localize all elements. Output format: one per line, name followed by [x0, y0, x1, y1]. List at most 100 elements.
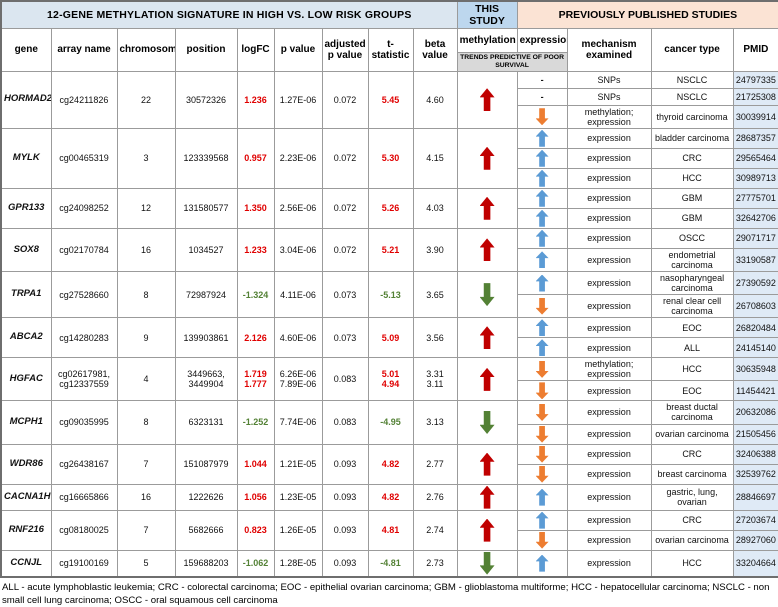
table-row: expression EOC 11454421	[1, 380, 778, 402]
logfc-cell: 1.044	[236, 443, 275, 485]
up-arrow-icon	[479, 485, 495, 509]
beta-value-cell: 2.74	[412, 509, 458, 551]
table-row: HORMAD2 cg24211826 22 30572326 1.236 1.27E-06…	[0, 70, 778, 129]
pmid-cell: 30039914	[732, 104, 778, 129]
expression-cell	[516, 317, 568, 339]
gene-name-cell: MCPH1	[0, 400, 52, 445]
pmid-cell: 29565464	[732, 147, 778, 169]
adjusted-p-cell: 0.093	[321, 443, 369, 485]
t-statistic-cell: 5.30	[367, 127, 414, 189]
title-row: 12-GENE METHYLATION SIGNATURE IN HIGH VS…	[0, 0, 778, 29]
pmid-cell: 33190587	[732, 247, 778, 272]
down-arrow-icon	[535, 531, 549, 549]
mechanism-cell: expression	[566, 207, 652, 229]
col-header-pmid: PMID	[732, 28, 778, 72]
cancer-type-cell: OSCC	[650, 227, 734, 249]
expression-cell	[516, 187, 568, 209]
up-arrow-icon	[535, 229, 549, 247]
table-title: 12-GENE METHYLATION SIGNATURE IN HIGH VS…	[0, 0, 458, 29]
this-study-header: THIS STUDY	[456, 0, 518, 29]
expression-cell	[516, 529, 568, 551]
methylation-cell	[456, 357, 518, 402]
pmid-cell: 27390592	[732, 270, 778, 296]
table-row: expression ovarian carcinoma 28927060	[1, 529, 778, 551]
up-arrow-icon	[479, 88, 495, 112]
col-header-expression: expression	[516, 28, 568, 53]
col-header-mechanism: mechanism examined	[566, 28, 652, 72]
adjusted-p-cell: 0.093	[321, 483, 369, 511]
expression-cell	[516, 463, 568, 485]
table-row: GPR133 cg24098252 12 131580577 1.350 2.56E-06…	[0, 187, 778, 229]
table-row: TRPA1 cg27528660 8 72987924 -1.324 4.11E-06 0.…	[0, 270, 778, 319]
pmid-cell: 32539762	[732, 463, 778, 485]
pmid-cell: 33204664	[732, 549, 778, 578]
array-name-cell: cg24098252	[50, 187, 118, 229]
up-arrow-icon	[535, 319, 549, 337]
cancer-type-cell: GBM	[650, 207, 734, 229]
position-cell: 123339568	[174, 127, 238, 189]
beta-value-cell: 3.90	[412, 227, 458, 272]
array-name-cell: cg16665866	[50, 483, 118, 511]
array-name-cell: cg02617981, cg12337559	[50, 357, 118, 402]
beta-value-cell: 3.13	[412, 400, 458, 445]
adjusted-p-cell: 0.093	[321, 549, 369, 578]
cancer-type-cell: GBM	[650, 187, 734, 209]
cancer-type-cell: NSCLC	[650, 87, 734, 106]
gene-name-cell: ABCA2	[0, 317, 52, 359]
up-arrow-icon	[535, 554, 549, 572]
logfc-cell: -1.324	[236, 270, 275, 319]
table-row: MCPH1 cg09035995 8 6323131 -1.252 7.74E-06 0.0…	[0, 400, 778, 445]
position-cell: 1222626	[174, 483, 238, 511]
up-arrow-icon	[535, 169, 549, 187]
t-statistic-cell: 5.01 4.94	[367, 357, 414, 402]
gene-name-cell: SOX8	[0, 227, 52, 272]
trends-subheader: TRENDS PREDICTIVE OF POOR SURVIVAL	[456, 52, 568, 72]
expression-cell: -	[516, 87, 568, 106]
mechanism-cell: expression	[566, 167, 652, 189]
table-body: HORMAD2 cg24211826 22 30572326 1.236 1.27E-06…	[0, 70, 778, 578]
cancer-type-cell: endometrial carcinoma	[650, 247, 734, 272]
mechanism-cell: expression	[566, 400, 652, 425]
pmid-cell: 28687357	[732, 127, 778, 149]
down-arrow-icon	[535, 382, 549, 400]
methylation-cell	[456, 127, 518, 189]
gene-name-cell: HGFAC	[0, 357, 52, 402]
up-arrow-icon	[535, 251, 549, 269]
methylation-cell	[456, 227, 518, 272]
cancer-type-cell: breast carcinoma	[650, 463, 734, 485]
p-value-cell: 2.56E-06	[273, 187, 323, 229]
t-statistic-cell: 5.26	[367, 187, 414, 229]
adjusted-p-cell: 0.073	[321, 317, 369, 359]
down-arrow-icon	[535, 465, 549, 483]
p-value-cell: 1.27E-06	[273, 70, 323, 129]
adjusted-p-cell: 0.072	[321, 127, 369, 189]
expression-cell	[516, 443, 568, 465]
cancer-type-cell: thyroid carcinoma	[650, 104, 734, 129]
chromosome-cell: 22	[116, 70, 176, 129]
table-row: methylation; expression thyroid carcinoma…	[1, 104, 778, 129]
pmid-cell: 27775701	[732, 187, 778, 209]
table-row: CCNJL cg19100169 5 159688203 -1.062 1.28E-05 0…	[0, 549, 778, 578]
chromosome-cell: 7	[116, 443, 176, 485]
table-row: expression ovarian carcinoma 21505456	[1, 423, 778, 445]
adjusted-p-cell: 0.083	[321, 400, 369, 445]
pmid-cell: 32406388	[732, 443, 778, 465]
mechanism-cell: expression	[566, 529, 652, 551]
p-value-cell: 1.26E-05	[273, 509, 323, 551]
mechanism-cell: methylation; expression	[566, 357, 652, 382]
col-header-logfc: logFC	[236, 28, 275, 72]
mechanism-cell: expression	[566, 247, 652, 272]
mechanism-cell: expression	[566, 317, 652, 339]
t-statistic-cell: -4.81	[367, 549, 414, 578]
methylation-cell	[456, 317, 518, 359]
up-arrow-icon	[479, 196, 495, 220]
logfc-cell: -1.252	[236, 400, 275, 445]
trends-subheader-row: TRENDS PREDICTIVE OF POOR SURVIVAL	[1, 52, 778, 72]
gene-name-cell: HORMAD2	[0, 70, 52, 129]
gene-name-cell: GPR133	[0, 187, 52, 229]
expression-cell	[516, 337, 568, 359]
col-header-t-statistic: t-statistic	[367, 28, 414, 72]
chromosome-cell: 8	[116, 270, 176, 319]
logfc-cell: 1.236	[236, 70, 275, 129]
mechanism-cell: expression	[566, 270, 652, 296]
